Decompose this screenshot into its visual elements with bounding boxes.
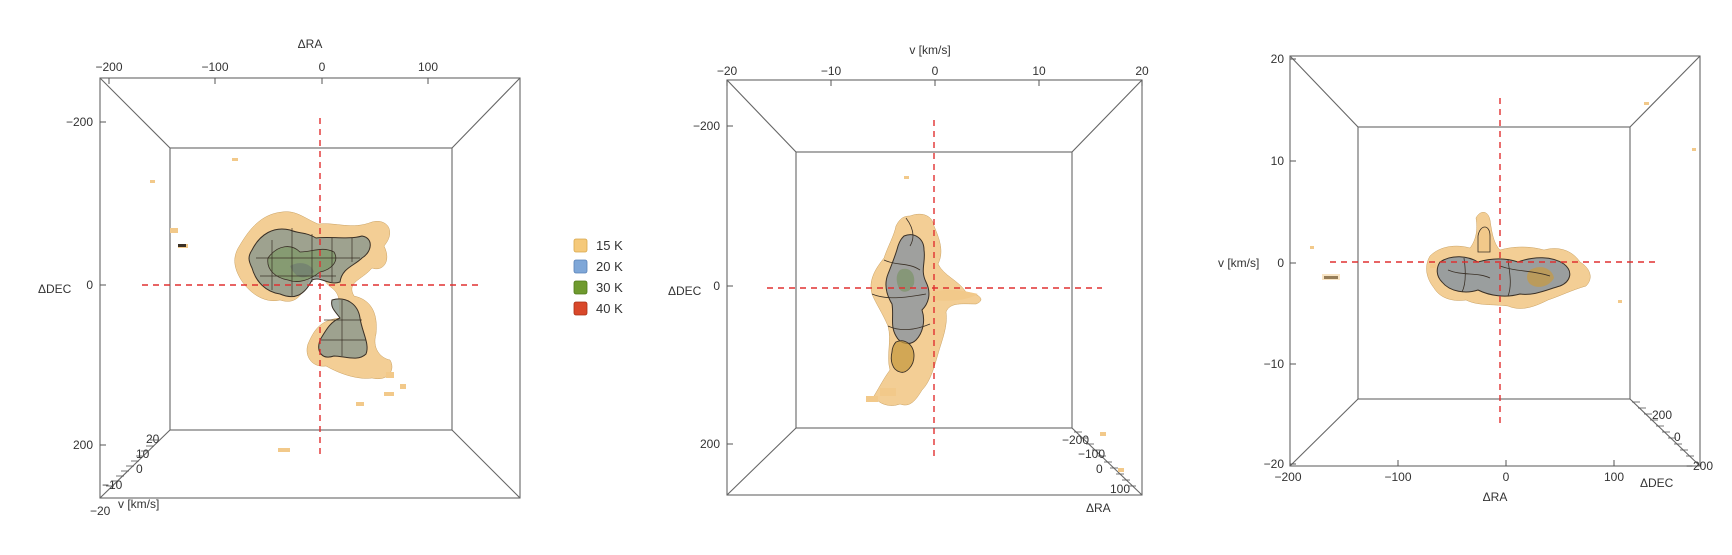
axis-label-left: ΔDEC [668,284,702,298]
tick-label: 0 [713,279,720,293]
tick-label: −200 [66,115,93,129]
legend-item: 20 K [573,259,623,274]
tick-label: 20 [1271,52,1285,66]
tick-label: 0 [86,278,93,292]
tick-label: 200 [73,438,93,452]
panel-2: −20 −10 0 10 20 v [km/s] −200 0 200 ΔDEC… [668,43,1149,515]
legend-label: 15 K [596,238,623,253]
panel-3-left-ticks: 20 10 0 −10 −20 v [km/s] [1218,52,1296,471]
panel-1: −200 −100 0 100 ΔRA −200 0 200 ΔDEC 20 1… [38,37,521,518]
tick-label: 0 [1674,430,1681,444]
tick-label: 100 [418,60,438,74]
panel-2-left-ticks: −200 0 200 ΔDEC [668,119,733,451]
panel-3-depth-ticks: 200 0 −200 ΔDEC [1632,401,1713,490]
tick-label: 0 [136,462,143,476]
legend-swatch-15k [573,238,588,253]
panel-2-depth-ticks: −200 −100 0 100 ΔRA [1062,431,1136,515]
tick-label: −20 [90,504,111,518]
axis-label-depth: ΔDEC [1640,476,1674,490]
tick-label: −200 [1062,433,1089,447]
legend-swatch-20k [573,259,588,274]
legend-swatch-40k [573,301,588,316]
tick-label: 100 [1604,470,1624,484]
tick-label: 0 [1503,470,1510,484]
tick-label: 0 [319,60,326,74]
legend-label: 40 K [596,301,623,316]
legend-item: 30 K [573,280,623,295]
panel-2-top-ticks: −20 −10 0 10 20 v [km/s] [717,43,1149,86]
tick-label: −200 [693,119,720,133]
axis-label-bottom: ΔRA [1483,490,1508,504]
tick-label: −10 [102,478,123,492]
tick-label: 200 [700,437,720,451]
legend-label: 20 K [596,259,623,274]
legend-swatch-30k [573,280,588,295]
panel-3-bottom-ticks: −200 −100 0 100 ΔRA [1274,460,1624,504]
tick-label: −10 [821,64,842,78]
panel-3-crosshair [1330,98,1660,428]
tick-label: −20 [717,64,738,78]
panel-1-left-ticks: −200 0 200 ΔDEC [38,115,106,452]
panel-1-top-ticks: −200 −100 0 100 ΔRA [95,37,438,84]
panel-3-isosurface [1310,102,1696,309]
tick-label: −200 [1274,470,1301,484]
tick-label: 100 [1110,482,1130,496]
tick-label: 10 [136,447,150,461]
tick-label: −200 [1686,459,1713,473]
panel-2-crosshair [767,120,1102,456]
tick-label: −100 [1384,470,1411,484]
panel-1-isosurface [150,158,406,452]
axis-label-depth: ΔRA [1086,501,1111,515]
legend: 15 K 20 K 30 K 40 K [573,238,623,316]
tick-label: 10 [1032,64,1046,78]
tick-label: −100 [201,60,228,74]
tick-label: 20 [146,432,160,446]
tick-label: −10 [1264,357,1285,371]
panel-3-box [1289,55,1701,467]
panel-1-box [99,77,521,499]
legend-item: 40 K [573,301,623,316]
legend-item: 15 K [573,238,623,253]
legend-label: 30 K [596,280,623,295]
axis-label-top: v [km/s] [909,43,950,57]
tick-label: 0 [1096,462,1103,476]
tick-label: −20 [1264,457,1285,471]
axis-label-top: ΔRA [298,37,323,51]
tick-label: 20 [1135,64,1149,78]
axis-label-left: ΔDEC [38,282,72,296]
panel-1-crosshair [142,118,478,454]
panel-3: 20 10 0 −10 −20 v [km/s] −200 −100 0 100… [1218,52,1713,504]
tick-label: −200 [95,60,122,74]
tick-label: 0 [1277,256,1284,270]
panel-1-depth-ticks: 20 10 0 −10 −20 v [km/s] [90,432,160,518]
axis-label-left: v [km/s] [1218,256,1259,270]
tick-label: −100 [1078,447,1105,461]
tick-label: 0 [932,64,939,78]
tick-label: 200 [1652,408,1672,422]
panel-2-isosurface [866,176,1124,472]
axis-label-depth: v [km/s] [118,497,159,511]
tick-label: 10 [1271,154,1285,168]
